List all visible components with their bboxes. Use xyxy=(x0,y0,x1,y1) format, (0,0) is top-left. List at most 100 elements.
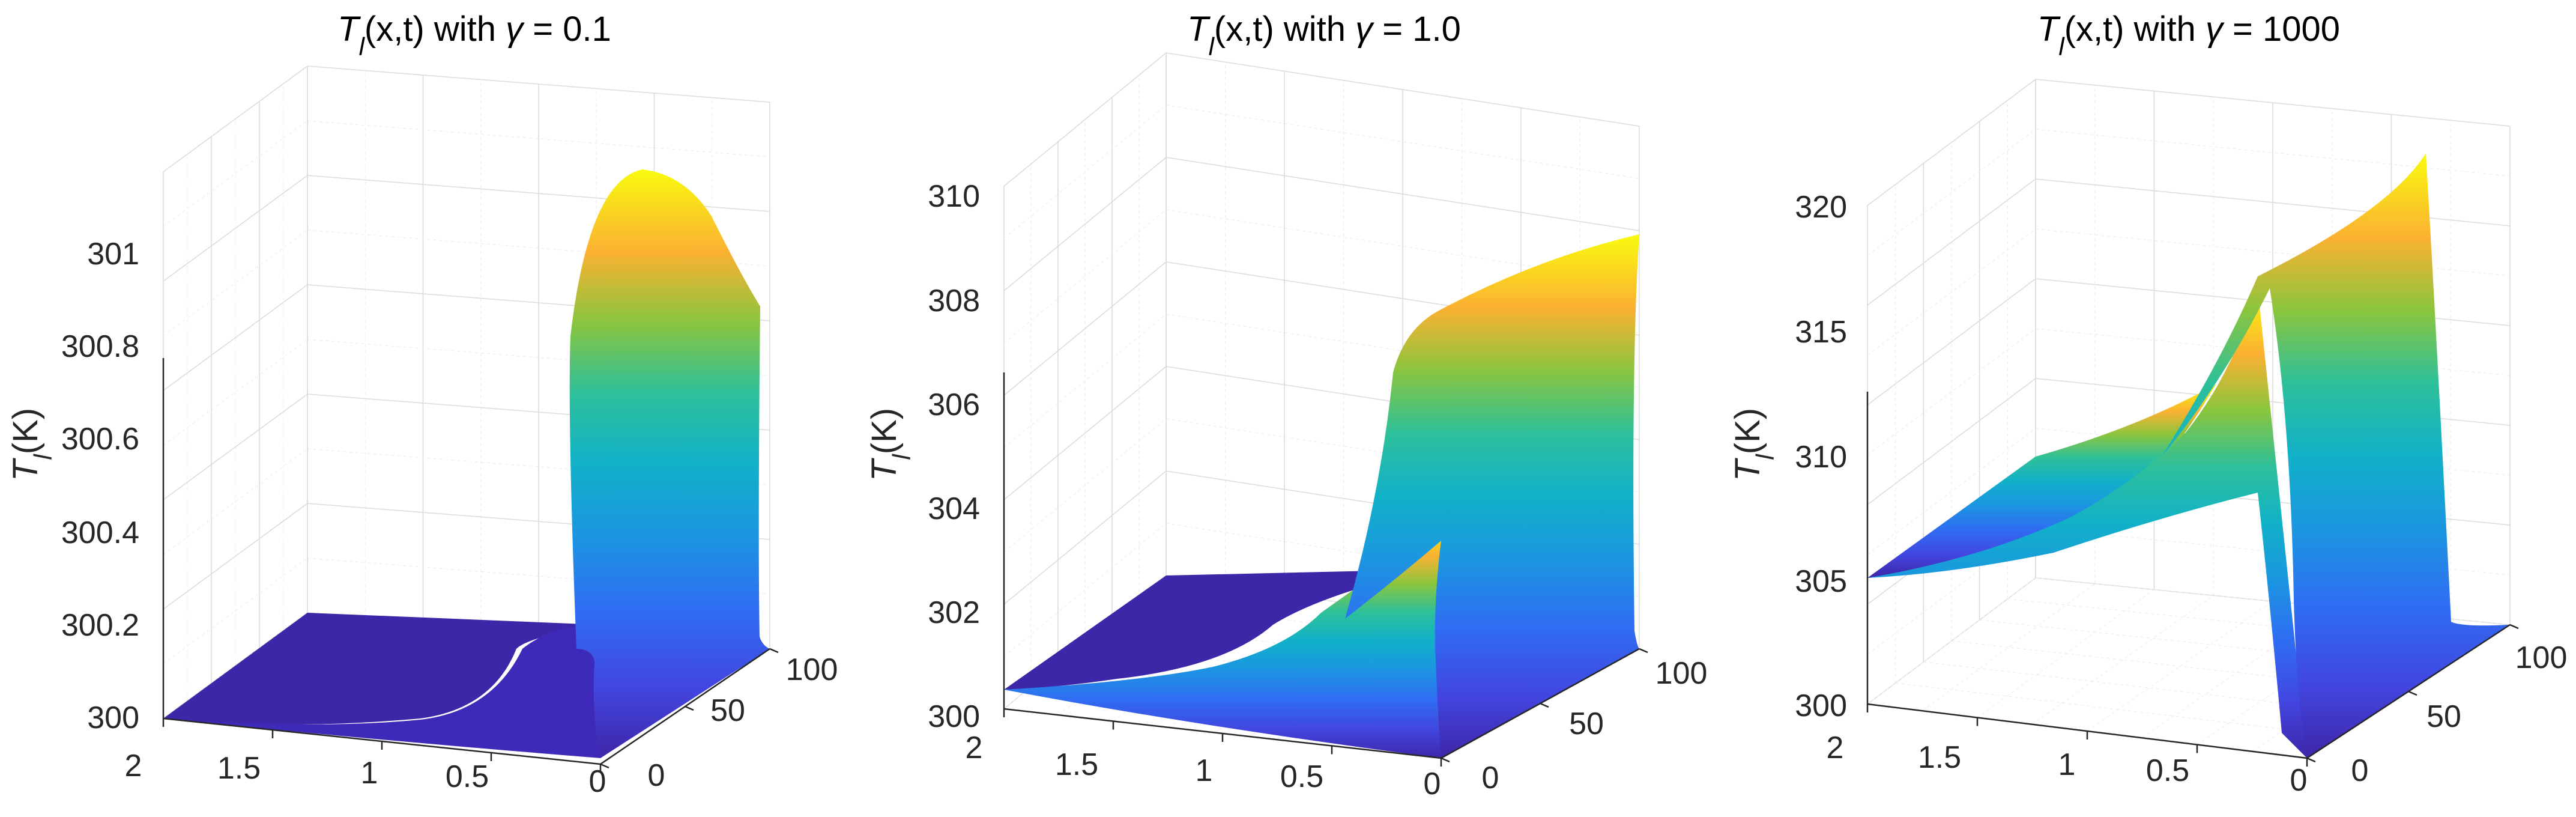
x-tick-label: 0.5 xyxy=(2146,753,2189,788)
grid-line xyxy=(2035,129,2511,177)
x-ticks-2: 2 1.5 1 0.5 0 xyxy=(966,730,1441,801)
grid-line xyxy=(1895,682,2341,737)
z-tick-label: 310 xyxy=(1795,440,1847,475)
t-tick-mark xyxy=(685,705,694,711)
t-tick-mark xyxy=(1639,648,1648,654)
grid-line xyxy=(1003,366,1167,500)
chart-panel-1: Tl(x,t) with γ = 0.1 2 1.5 1 0.5 0 0 50 … xyxy=(6,10,838,799)
surface-side-3 xyxy=(1867,288,2307,758)
t-ticks-1: 0 50 100 xyxy=(648,652,838,793)
t-tick-mark xyxy=(769,648,779,654)
axes-3 xyxy=(1866,392,2519,767)
grid-line xyxy=(1003,52,1167,187)
surface-base-1 xyxy=(163,613,600,724)
surface-base-3 xyxy=(1867,384,2216,578)
x-tick-label: 1.5 xyxy=(1055,747,1098,782)
x-tick-label: 1.5 xyxy=(1918,740,1961,775)
grid-line xyxy=(1867,378,2036,505)
grid-line xyxy=(307,65,770,103)
z-tick-label: 304 xyxy=(928,491,980,526)
grid-line xyxy=(163,65,308,172)
grid-line xyxy=(1003,523,1167,657)
surface-side-1 xyxy=(163,625,600,758)
t-tick-mark xyxy=(1540,702,1549,708)
grid-line xyxy=(1166,52,1640,127)
z-tick-label: 300 xyxy=(87,700,139,735)
grid-line xyxy=(1003,418,1167,553)
grid-line xyxy=(1867,79,2036,206)
x-tick-label: 1 xyxy=(1196,753,1213,788)
z-tick-label: 300 xyxy=(928,699,980,734)
x-tick-label: 0 xyxy=(589,764,606,799)
t-tick-label: 0 xyxy=(648,758,665,793)
grid-line xyxy=(163,175,308,282)
x-tick-label: 1.5 xyxy=(217,751,261,786)
grid-line xyxy=(1951,640,2409,692)
grid-line xyxy=(163,503,308,610)
chart-title-1: Tl(x,t) with γ = 0.1 xyxy=(337,10,611,61)
z-ticks-2: 300 302 304 306 308 310 xyxy=(928,179,980,734)
t-tick-label: 100 xyxy=(786,652,838,687)
chart-panel-2: Tl(x,t) with γ = 1.0 2 1.5 1 0.5 0 0 50 … xyxy=(865,10,1707,801)
grid-line xyxy=(1003,157,1167,291)
t-tick-label: 100 xyxy=(1655,656,1708,691)
grid-line xyxy=(1867,228,2036,356)
grid-line xyxy=(1867,278,2036,405)
t-tick-mark xyxy=(600,763,609,769)
z-tick-label: 300.4 xyxy=(61,515,139,550)
surface-ridge-3 xyxy=(2162,153,2510,758)
surface-side-2 xyxy=(1004,523,1441,758)
x-tick-label: 0 xyxy=(2290,763,2308,798)
z-tick-label: 305 xyxy=(1795,564,1847,599)
t-tick-label: 50 xyxy=(2426,699,2461,734)
chart-title-3: Tl(x,t) with γ = 1000 xyxy=(2037,10,2340,61)
z-tick-label: 300.8 xyxy=(61,329,139,364)
z-tick-label: 301 xyxy=(87,237,139,272)
z-tick-label: 315 xyxy=(1795,315,1847,350)
grid-line xyxy=(2032,595,2214,725)
grid-line xyxy=(1867,178,2036,306)
x-ticks-3: 2 1.5 1 0.5 0 xyxy=(1827,730,2308,798)
z-axis-label-3: Tl(K) xyxy=(1728,408,1779,481)
t-tick-label: 0 xyxy=(2351,753,2369,788)
grid-line xyxy=(1003,209,1167,344)
grid-line xyxy=(163,393,308,500)
grid-line xyxy=(1867,328,2036,455)
z-ticks-3: 300 305 310 315 320 xyxy=(1795,190,1847,723)
z-tick-label: 306 xyxy=(928,387,980,422)
x-tick-label: 0.5 xyxy=(446,759,489,794)
z-tick-label: 308 xyxy=(928,284,980,318)
t-tick-mark xyxy=(2408,690,2417,696)
x-tick-label: 2 xyxy=(1827,730,1844,765)
t-tick-mark xyxy=(2306,757,2316,763)
x-tick-label: 1 xyxy=(361,756,378,791)
grid-line xyxy=(163,229,308,336)
grid-line xyxy=(1003,105,1167,239)
t-tick-label: 100 xyxy=(2515,640,2568,675)
chart-title-2: Tl(x,t) with γ = 1.0 xyxy=(1187,10,1461,61)
grid-line xyxy=(163,284,308,391)
grid-line xyxy=(2035,178,2511,226)
axes-1 xyxy=(162,358,779,773)
t-ticks-3: 0 50 100 xyxy=(2351,640,2568,788)
x-tick-label: 0 xyxy=(1424,767,1441,801)
t-tick-label: 0 xyxy=(1482,761,1499,795)
z-axis-label-2: Tl(K) xyxy=(865,408,916,481)
z-axis-label-1: Tl(K) xyxy=(6,408,57,481)
grid-line xyxy=(2142,607,2333,738)
z-tick-label: 320 xyxy=(1795,190,1847,225)
chart-panel-3: Tl(x,t) with γ = 1000 2 1.5 1 0.5 0 0 50… xyxy=(1728,10,2567,798)
t-ticks-2: 0 50 100 xyxy=(1482,656,1708,795)
t-tick-label: 50 xyxy=(1569,706,1604,741)
z-tick-label: 300 xyxy=(1795,688,1847,723)
grid-line xyxy=(1867,129,2036,256)
grid-line xyxy=(1867,428,2036,555)
t-tick-mark xyxy=(2509,624,2519,630)
grid-line xyxy=(1003,314,1167,448)
x-tick-label: 2 xyxy=(966,730,983,765)
grid-line xyxy=(1003,261,1167,396)
surface-ridge-1 xyxy=(569,169,770,758)
grid-line xyxy=(2035,79,2511,127)
grid-line xyxy=(1166,105,1640,179)
z-tick-label: 310 xyxy=(928,179,980,214)
